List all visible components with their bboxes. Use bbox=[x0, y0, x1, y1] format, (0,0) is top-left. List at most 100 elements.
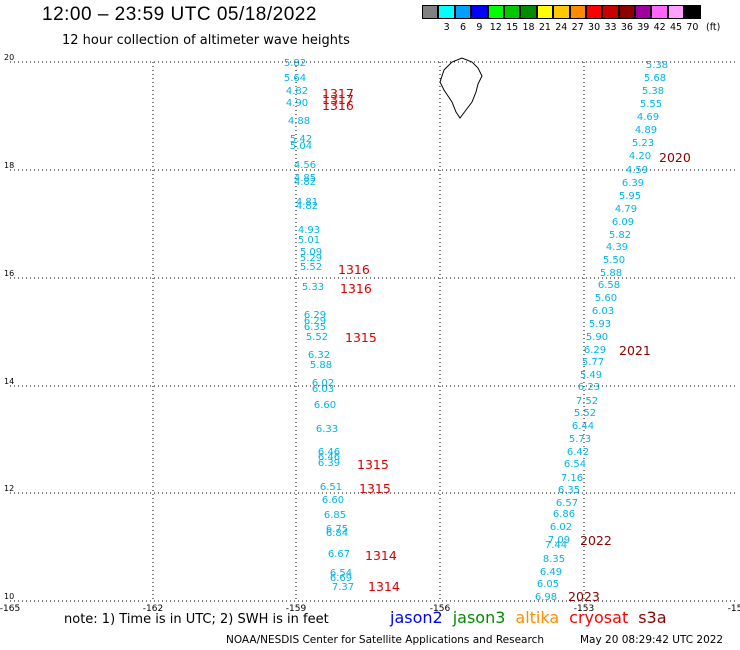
satellite-legend: jason2 jason3 altika cryosat s3a bbox=[390, 608, 677, 627]
wave-height-value: 6.98 bbox=[535, 592, 557, 603]
wave-height-value: 6.86 bbox=[553, 509, 575, 520]
wave-height-value: 6.42 bbox=[567, 447, 589, 458]
axis-tick-labels: 20 18 16 14 12 10 -165 -162 -159 -156 -153 -15 bbox=[0, 53, 740, 614]
wave-height-value: 5.23 bbox=[632, 138, 654, 149]
pass-number-label: 2023 bbox=[568, 589, 600, 604]
wave-height-value: 5.93 bbox=[589, 319, 611, 330]
wave-height-value: 6.46 bbox=[318, 447, 340, 458]
wave-height-value: 4.79 bbox=[615, 204, 637, 215]
map-gridlines bbox=[10, 61, 735, 602]
hawaii-island-outline bbox=[439, 57, 483, 119]
color-scale-label: 45 bbox=[670, 22, 683, 33]
color-scale-label: 33 bbox=[604, 22, 617, 33]
legend-item-s3a: s3a bbox=[638, 608, 667, 627]
color-swatch bbox=[569, 5, 586, 19]
wave-height-value: 6.49 bbox=[540, 567, 562, 578]
wave-height-value: 4.81 bbox=[296, 197, 318, 208]
wave-height-value: 4.59 bbox=[626, 165, 648, 176]
wave-height-value: 5.09 bbox=[300, 247, 322, 258]
wave-height-value: 4.88 bbox=[288, 116, 310, 127]
wave-height-value: 4.39 bbox=[606, 242, 628, 253]
color-swatch bbox=[422, 5, 439, 19]
wave-height-value: 6.29 bbox=[304, 316, 326, 327]
wave-height-value: 6.35 bbox=[558, 485, 580, 496]
color-swatch bbox=[536, 5, 554, 19]
wave-height-value: 5.88 bbox=[600, 268, 622, 279]
wave-height-value: 6.05 bbox=[537, 579, 559, 590]
wave-height-value: 5.90 bbox=[586, 332, 608, 343]
page-subtitle: 12 hour collection of altimeter wave hei… bbox=[62, 33, 350, 48]
wave-height-value: 4.82 bbox=[296, 201, 318, 212]
altimeter-observations: 5.825.644.824.904.885.425.044.564.854.82… bbox=[284, 58, 668, 603]
pass-number-label: 1315 bbox=[345, 330, 377, 345]
wave-height-value: 5.52 bbox=[300, 262, 322, 273]
wave-height-value: 6.23 bbox=[578, 382, 600, 393]
wave-height-value: 6.75 bbox=[326, 524, 348, 535]
longitude-tick-label: -159 bbox=[286, 604, 307, 614]
color-swatch bbox=[471, 5, 488, 19]
wave-height-value: 8.35 bbox=[543, 554, 565, 565]
pass-number-label: 1316 bbox=[340, 281, 372, 296]
wave-height-value: 7.16 bbox=[561, 473, 583, 484]
wave-height-value: 5.82 bbox=[609, 230, 631, 241]
color-scale-label: 27 bbox=[571, 22, 584, 33]
wave-height-value: 5.95 bbox=[619, 191, 641, 202]
wave-height-value: 6.60 bbox=[322, 495, 344, 506]
color-scale-bar bbox=[422, 5, 701, 21]
color-swatch bbox=[602, 5, 619, 19]
wave-height-value: 5.38 bbox=[642, 86, 664, 97]
wave-height-value: 6.39 bbox=[622, 178, 644, 189]
wave-height-value: 4.69 bbox=[637, 112, 659, 123]
wave-height-value: 6.54 bbox=[564, 459, 586, 470]
legend-item-jason3: jason3 bbox=[452, 608, 506, 627]
wave-height-value: 4.20 bbox=[629, 151, 651, 162]
latitude-tick-label: 16 bbox=[4, 269, 14, 278]
wave-height-value: 6.29 bbox=[304, 310, 326, 321]
color-swatch bbox=[487, 5, 504, 19]
color-swatch bbox=[635, 5, 652, 19]
color-scale-label: 3 bbox=[443, 22, 450, 33]
color-swatch bbox=[684, 5, 701, 19]
pass-number-label: 1316 bbox=[338, 262, 370, 277]
color-scale-label: 15 bbox=[506, 22, 519, 33]
color-scale-label: 70 bbox=[686, 22, 699, 33]
wave-height-value: 6.33 bbox=[316, 424, 338, 435]
wave-height-value: 6.29 bbox=[584, 345, 606, 356]
color-scale-label: 18 bbox=[522, 22, 535, 33]
wave-height-value: 6.09 bbox=[612, 217, 634, 228]
wave-height-value: 6.85 bbox=[324, 510, 346, 521]
wave-height-value: 4.82 bbox=[294, 177, 316, 188]
color-scale-label: 6 bbox=[459, 22, 466, 33]
wave-height-value: 6.02 bbox=[312, 378, 334, 389]
color-scale-labels: 3 6 9 12 15 18 21 24 27 30 33 36 39 42 45 70 bbox=[422, 22, 701, 33]
wave-height-value: 5.04 bbox=[290, 141, 312, 152]
wave-height-value: 5.60 bbox=[595, 293, 617, 304]
pass-number-label: 2022 bbox=[580, 533, 612, 548]
longitude-tick-label: -165 bbox=[0, 604, 20, 614]
wave-height-value: 7.37 bbox=[332, 582, 354, 593]
legend-item-cryosat: cryosat bbox=[569, 608, 629, 627]
pass-number-label: 1314 bbox=[365, 548, 397, 563]
legend-item-jason2: jason2 bbox=[390, 608, 443, 627]
wave-height-value: 5.52 bbox=[574, 408, 596, 419]
latitude-tick-label: 10 bbox=[4, 592, 14, 601]
wave-height-value: 5.49 bbox=[580, 370, 602, 381]
pass-number-label: 2020 bbox=[659, 150, 691, 165]
wave-height-value: 6.03 bbox=[312, 384, 334, 395]
wave-height-value: 4.56 bbox=[294, 160, 316, 171]
wave-height-value: 6.51 bbox=[320, 482, 342, 493]
latitude-tick-label: 20 bbox=[4, 53, 14, 62]
wave-height-value: 6.57 bbox=[556, 498, 578, 509]
longitude-tick-label: -162 bbox=[143, 604, 163, 614]
color-swatch bbox=[438, 5, 455, 19]
longitude-tick-label: -153 bbox=[574, 604, 594, 614]
wave-height-value: 6.46 bbox=[318, 452, 340, 463]
wave-height-value: 6.35 bbox=[304, 322, 326, 333]
color-swatch bbox=[618, 5, 636, 19]
wave-height-value: 6.84 bbox=[326, 528, 348, 539]
wave-height-value: 4.89 bbox=[635, 125, 657, 136]
wave-height-value: 6.54 bbox=[330, 568, 352, 579]
color-scale-label: 42 bbox=[653, 22, 666, 33]
page-title: 12:00 – 23:59 UTC 05/18/2022 bbox=[42, 4, 317, 25]
